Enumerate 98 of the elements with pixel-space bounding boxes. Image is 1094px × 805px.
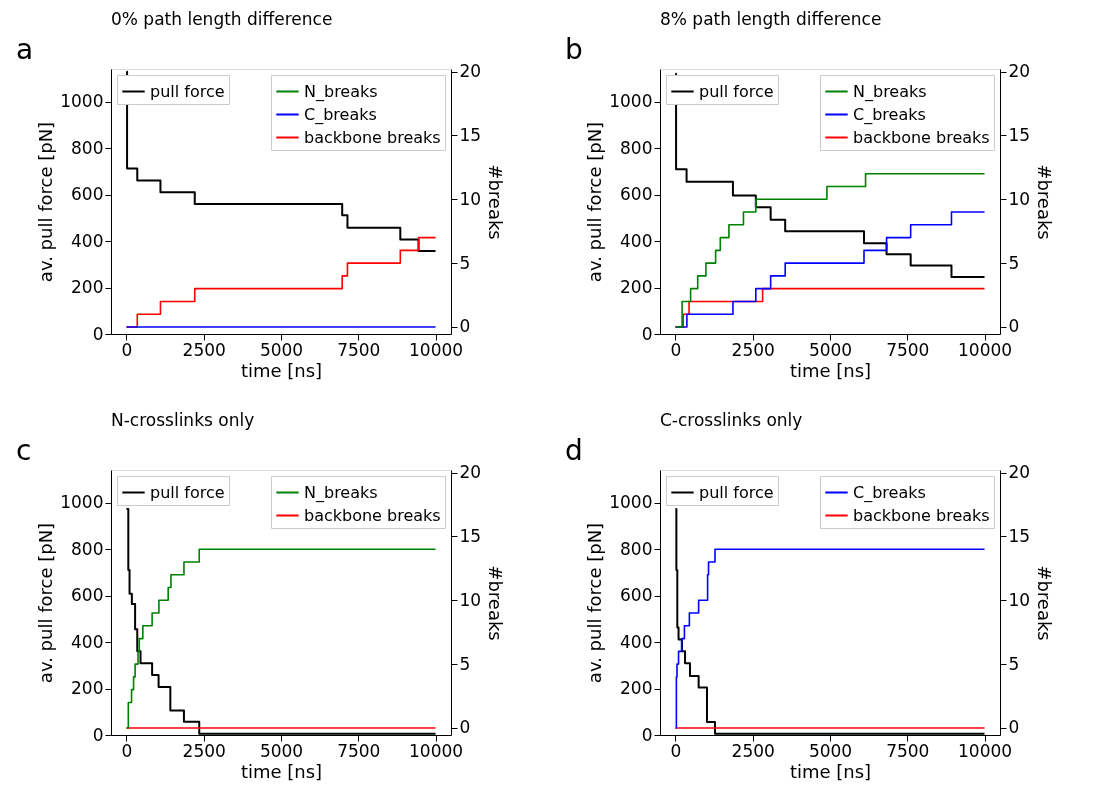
y-tick-label: 0 (92, 323, 104, 344)
y-tick-label: 1000 (60, 492, 104, 513)
chart-title: 8% path length difference (660, 9, 882, 29)
y-tick-label: 400 (620, 631, 653, 652)
y2-axis-title: #breaks (1034, 164, 1056, 240)
legend-label: C_breaks (304, 104, 377, 125)
y2-tick-label: 10 (459, 188, 482, 209)
legend-label: C_breaks (853, 482, 926, 503)
x-tick-label: 7500 (886, 740, 930, 761)
y2-tick-label: 15 (459, 124, 482, 145)
y-tick-label: 600 (71, 585, 104, 606)
y2-axis-title: #breaks (485, 164, 507, 240)
y-axis-title: av. pull force [pN] (35, 121, 57, 283)
y-tick-label: 0 (641, 323, 653, 344)
text: c (16, 434, 32, 467)
x-tick-label: 5000 (808, 740, 853, 761)
x-axis-title: time [ns] (240, 359, 323, 381)
x-tick-label: 2500 (182, 339, 226, 360)
y2-tick-label: 15 (1008, 525, 1031, 546)
y-axis-title: av. pull force [pN] (584, 522, 606, 684)
y-tick-label: 800 (620, 538, 653, 559)
legend-label: N_breaks (853, 81, 927, 102)
x-tick-label: 7500 (886, 339, 930, 360)
chart-title: C-crosslinks only (660, 410, 803, 430)
y2-tick-label: 10 (1008, 589, 1031, 610)
legend-label: N_breaks (304, 81, 378, 102)
y2-tick-label: 5 (1008, 252, 1020, 273)
y-tick-label: 1000 (609, 492, 653, 513)
chart-title: N-crosslinks only (111, 410, 255, 430)
text: a (16, 33, 34, 66)
y-tick-label: 400 (71, 230, 104, 251)
x-tick-label: 10000 (958, 740, 1013, 761)
text: b (565, 33, 583, 66)
x-tick-label: 5000 (259, 740, 304, 761)
y2-tick-label: 20 (1008, 61, 1031, 82)
legend-label: backbone breaks (853, 505, 990, 525)
y2-tick-label: 15 (459, 525, 482, 546)
x-tick-label: 5000 (259, 339, 304, 360)
y-tick-label: 200 (620, 277, 653, 298)
legend-label: pull force (150, 81, 225, 101)
y2-tick-label: 5 (459, 252, 471, 273)
x-tick-label: 7500 (337, 740, 381, 761)
y-tick-label: 400 (71, 631, 104, 652)
x-tick-label: 10000 (409, 339, 464, 360)
x-tick-label: 0 (670, 339, 682, 360)
y2-tick-label: 20 (459, 61, 482, 82)
y-tick-label: 200 (71, 678, 104, 699)
y-tick-label: 200 (620, 678, 653, 699)
y2-tick-label: 10 (1008, 188, 1031, 209)
x-tick-label: 10000 (958, 339, 1013, 360)
legend-label: N_breaks (304, 482, 378, 503)
y-tick-label: 400 (620, 230, 653, 251)
y-tick-label: 1000 (609, 91, 653, 112)
x-axis-title: time [ns] (789, 760, 872, 782)
y-axis-title: av. pull force [pN] (35, 522, 57, 684)
y-axis-title: av. pull force [pN] (584, 121, 606, 283)
y2-tick-label: 20 (459, 462, 482, 483)
x-tick-label: 2500 (731, 339, 775, 360)
y-tick-label: 800 (71, 538, 104, 559)
y2-tick-label: 0 (1008, 717, 1020, 738)
y2-axis-title: #breaks (485, 565, 507, 641)
y2-axis-title: #breaks (1034, 565, 1056, 641)
y-tick-label: 1000 (60, 91, 104, 112)
y2-tick-label: 5 (459, 653, 471, 674)
text: d (565, 434, 583, 467)
y2-tick-label: 0 (459, 316, 471, 337)
legend-label: C_breaks (853, 104, 926, 125)
y-tick-label: 800 (620, 137, 653, 158)
y-tick-label: 600 (620, 184, 653, 205)
y-tick-label: 600 (71, 184, 104, 205)
y-tick-label: 600 (620, 585, 653, 606)
y2-tick-label: 0 (459, 717, 471, 738)
x-tick-label: 7500 (337, 339, 381, 360)
legend-label: pull force (699, 81, 774, 101)
y2-tick-label: 15 (1008, 124, 1031, 145)
legend-label: pull force (699, 482, 774, 502)
y-tick-label: 800 (71, 137, 104, 158)
x-tick-label: 2500 (731, 740, 775, 761)
legend-label: backbone breaks (304, 505, 441, 525)
x-axis-title: time [ns] (789, 359, 872, 381)
y-tick-label: 0 (641, 724, 653, 745)
legend-label: pull force (150, 482, 225, 502)
y2-tick-label: 0 (1008, 316, 1020, 337)
legend-label: backbone breaks (853, 127, 990, 147)
y-tick-label: 200 (71, 277, 104, 298)
x-tick-label: 10000 (409, 740, 464, 761)
x-tick-label: 0 (670, 740, 682, 761)
x-tick-label: 0 (121, 740, 133, 761)
y2-tick-label: 20 (1008, 462, 1031, 483)
x-tick-label: 2500 (182, 740, 226, 761)
y2-tick-label: 10 (459, 589, 482, 610)
y-tick-label: 0 (92, 724, 104, 745)
x-axis-title: time [ns] (240, 760, 323, 782)
x-tick-label: 5000 (808, 339, 853, 360)
legend-label: backbone breaks (304, 127, 441, 147)
chart-title: 0% path length difference (111, 9, 333, 29)
y2-tick-label: 5 (1008, 653, 1020, 674)
x-tick-label: 0 (121, 339, 133, 360)
